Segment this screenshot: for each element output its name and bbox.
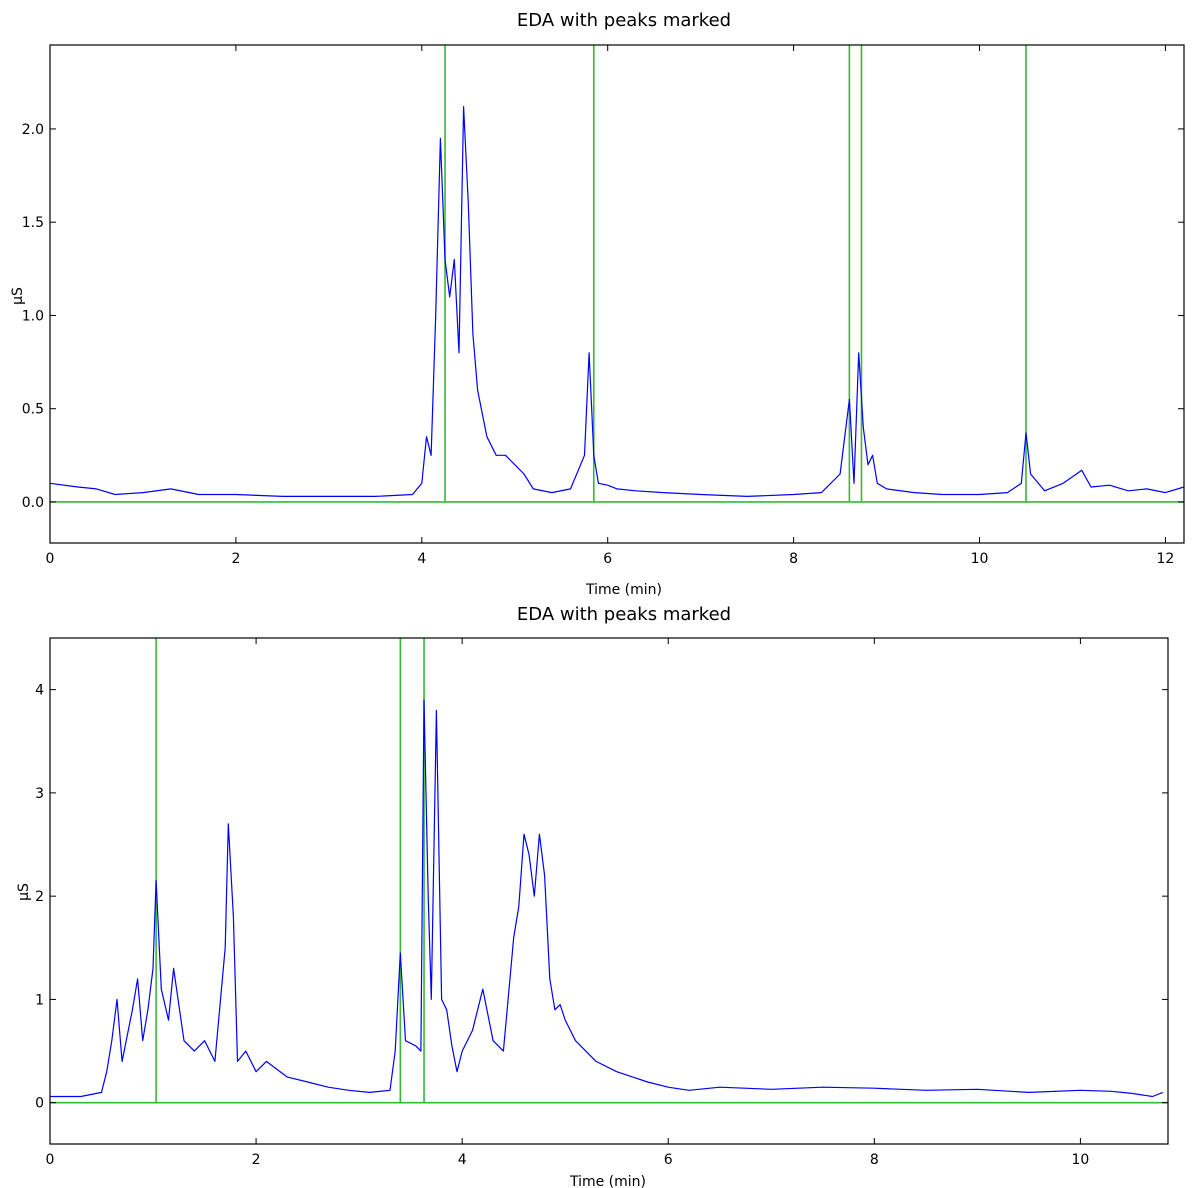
chart-title: EDA with peaks marked: [517, 604, 731, 625]
chart-top-axes-frame: [49, 44, 1185, 544]
y-axis-label: μS: [16, 883, 32, 901]
chart-bottom: EDA with peaks marked Time (min) μS 0 2 4 6…: [16, 604, 1169, 1188]
x-tick-label: 8: [789, 551, 798, 567]
x-tick-label: 10: [971, 551, 989, 567]
y-tick-label: 1: [35, 992, 44, 1008]
x-tick-label: 6: [664, 1152, 673, 1168]
y-tick-label: 2.0: [22, 122, 44, 138]
x-tick-label: 8: [870, 1152, 879, 1168]
x-tick-label: 12: [1156, 551, 1174, 567]
x-tick-label: 6: [603, 551, 612, 567]
eda-signal-line: [50, 699, 1164, 1098]
eda-signal-line: [49, 105, 1185, 497]
x-tick-label: 10: [1072, 1152, 1090, 1168]
y-tick-label: 4: [35, 683, 44, 699]
x-tick-label: 2: [252, 1152, 261, 1168]
y-tick-label: 0.0: [22, 495, 44, 511]
chart-top-marks: 0 2 4 6 8 10 12 0.0 0.5 1.0 1.5 2.0: [22, 45, 1185, 567]
chart-bottom-axes-frame: [49, 637, 1169, 1145]
x-tick-label: 0: [46, 551, 55, 567]
chart-title: EDA with peaks marked: [517, 10, 731, 31]
y-tick-label: 2: [35, 889, 44, 905]
y-tick-label: 0: [35, 1096, 44, 1112]
x-tick-label: 4: [458, 1152, 467, 1168]
x-tick-label: 2: [231, 551, 240, 567]
x-axis-label: Time (min): [569, 1174, 646, 1188]
y-tick-label: 1.0: [22, 308, 44, 324]
y-tick-label: 0.5: [22, 402, 44, 418]
chart-top: EDA with peaks marked Time (min) μS 0 2 4 6…: [10, 10, 1185, 598]
chart-bottom-marks: 0 2 4 6 8 10 0 1 2 3 4: [35, 638, 1168, 1168]
x-tick-label: 0: [46, 1152, 55, 1168]
y-axis-label: μS: [10, 287, 26, 305]
y-tick-label: 1.5: [22, 215, 44, 231]
x-tick-label: 4: [417, 551, 426, 567]
x-axis-label: Time (min): [585, 582, 662, 598]
y-tick-label: 3: [35, 786, 44, 802]
